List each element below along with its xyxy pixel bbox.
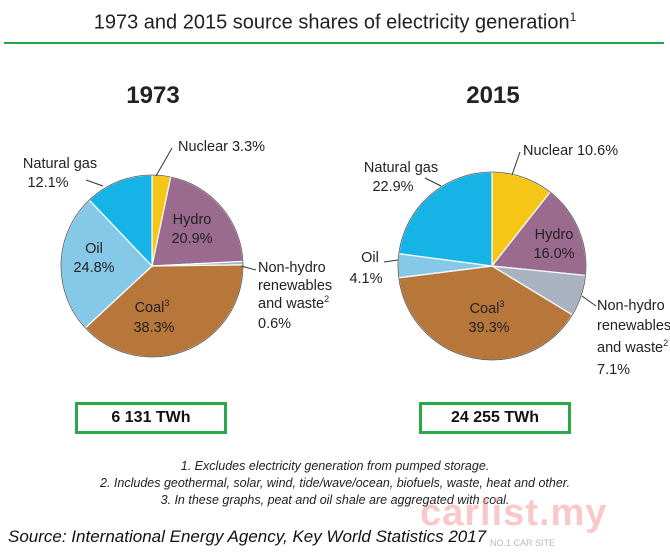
label-gas-value-2015: 22.9% xyxy=(372,179,413,195)
coal-sup-1973: 3 xyxy=(164,298,169,308)
label-hydro-value-2015: 16.0% xyxy=(533,246,574,262)
title-divider xyxy=(4,42,664,44)
title-text: 1973 and 2015 source shares of electrici… xyxy=(93,11,570,34)
footnote-2: 2. Includes geothermal, solar, wind, tid… xyxy=(100,476,570,490)
label-gas-name-1973: Natural gas xyxy=(23,156,97,172)
label-hydro-value-1973: 20.9% xyxy=(171,231,212,247)
label-coal-name-1973: Coal3 xyxy=(135,298,170,316)
watermark-text: carlist.my xyxy=(420,492,608,534)
pie-chart-2015: 2015 Nuclear 10.6% Hydro 16.0% Non-hydro… xyxy=(349,82,670,378)
coal-name-text-1973: Coal xyxy=(135,300,165,316)
footnote-1: 1. Excludes electricity generation from … xyxy=(180,459,490,473)
title-footnote-marker: 1 xyxy=(569,10,577,24)
label-nuclear-2015: Nuclear 10.6% xyxy=(523,143,618,159)
label-nonhydro-line2-1973: renewables xyxy=(258,278,332,294)
label-nonhydro-line1-1973: Non-hydro xyxy=(258,260,326,276)
chart-title-2015: 2015 xyxy=(466,82,519,109)
leader-line-oil-2015 xyxy=(383,259,399,263)
label-hydro-name-1973: Hydro xyxy=(173,212,212,228)
label-nonhydro-line3-2015: and waste2 xyxy=(597,338,668,356)
footnote-3: 3. In these graphs, peat and oil shale a… xyxy=(160,493,510,507)
label-oil-name-1973: Oil xyxy=(85,241,103,257)
nonhydro-line3-text-1973: and waste xyxy=(258,296,324,312)
pie-outline-1973 xyxy=(60,174,244,358)
watermark-tagline: NO.1 CAR SITE xyxy=(490,538,556,548)
label-nonhydro-line1-2015: Non-hydro xyxy=(597,298,665,314)
nonhydro-sup-1973: 2 xyxy=(324,294,329,304)
label-nonhydro-line3-1973: and waste2 xyxy=(258,294,329,312)
watermark-logo: carlist.my NO.1 CAR SITE xyxy=(420,492,660,552)
label-nonhydro-value-1973: 0.6% xyxy=(258,316,291,332)
page-title: 1973 and 2015 source shares of electrici… xyxy=(0,10,670,35)
nonhydro-sup-2015: 2 xyxy=(663,338,668,348)
leader-line-nuclear-2015 xyxy=(511,151,521,176)
label-hydro-name-2015: Hydro xyxy=(535,227,574,243)
source-citation: Source: International Energy Agency, Key… xyxy=(8,527,487,546)
chart-title-1973: 1973 xyxy=(126,82,179,109)
label-coal-name-2015: Coal3 xyxy=(470,299,505,317)
coal-name-text-2015: Coal xyxy=(470,301,500,317)
label-coal-value-1973: 38.3% xyxy=(133,320,174,336)
pie-chart-1973: 1973 Nuclear 3.3% Hydro 20.9% Non-hydro … xyxy=(23,82,332,358)
label-nonhydro-value-2015: 7.1% xyxy=(597,362,630,378)
leader-line-nonhydro-1973 xyxy=(240,265,257,271)
leader-line-nuclear-1973 xyxy=(155,147,173,177)
footnotes: 1. Excludes electricity generation from … xyxy=(0,458,670,509)
label-oil-value-2015: 4.1% xyxy=(349,271,382,287)
label-gas-name-2015: Natural gas xyxy=(364,160,438,176)
label-nuclear-1973: Nuclear 3.3% xyxy=(178,139,265,155)
leader-line-gas-1973 xyxy=(85,179,104,187)
label-nonhydro-line2-2015: renewables xyxy=(597,318,670,334)
pie-outline-2015 xyxy=(397,171,587,361)
coal-sup-2015: 3 xyxy=(499,299,504,309)
leader-line-gas-2015 xyxy=(424,177,442,187)
total-box-2015: 24 255 TWh xyxy=(419,402,571,434)
label-gas-value-1973: 12.1% xyxy=(27,175,68,191)
label-coal-value-2015: 39.3% xyxy=(468,320,509,336)
nonhydro-line3-text-2015: and waste xyxy=(597,340,663,356)
leader-line-nonhydro-2015 xyxy=(581,295,597,307)
label-oil-name-2015: Oil xyxy=(361,250,379,266)
label-oil-value-1973: 24.8% xyxy=(73,260,114,276)
total-box-1973: 6 131 TWh xyxy=(75,402,227,434)
